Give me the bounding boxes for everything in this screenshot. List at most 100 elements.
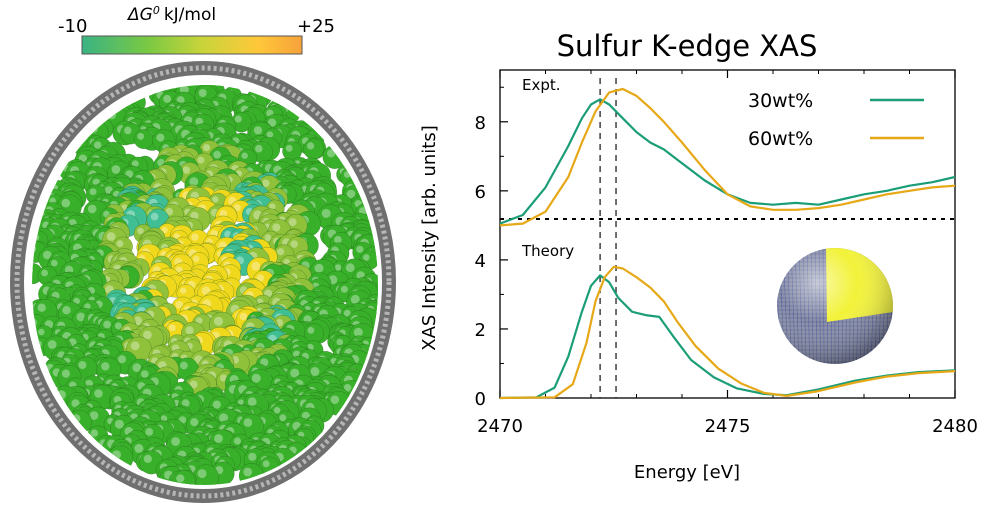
atom-highlight [131, 341, 140, 350]
atom-highlight [62, 199, 71, 208]
series-line-30wtpct-expt [500, 99, 955, 223]
atom-sphere [304, 139, 324, 159]
colorbar-symbol: ΔG [126, 5, 153, 25]
atom-highlight [90, 188, 97, 195]
atom-highlight [255, 145, 263, 153]
atom-highlight [240, 313, 248, 321]
atom-highlight [112, 165, 121, 174]
atom-highlight [346, 263, 355, 272]
atom-highlight [198, 469, 207, 478]
atom-highlight [193, 256, 200, 263]
xas-chart: Sulfur K-edge XAS Energy [eV] XAS Intens… [400, 0, 995, 506]
atom-highlight [103, 321, 111, 329]
colorbar-min-label: -10 [58, 16, 87, 37]
x-tick-label: 2470 [477, 416, 523, 437]
atom-highlight [38, 304, 46, 312]
atom-highlight [308, 327, 315, 334]
atom-highlight [289, 218, 297, 226]
atom-highlight [274, 407, 281, 414]
legend: 30wt% 60wt% [748, 90, 924, 150]
x-tick-label: 2480 [932, 416, 978, 437]
atom-highlight [315, 264, 324, 273]
atom-highlight [94, 141, 102, 149]
colorbar-superscript: 0 [153, 4, 160, 17]
xas-chart-panel: Sulfur K-edge XAS Energy [eV] XAS Intens… [400, 0, 995, 506]
annotation-expt: Expt. [522, 76, 561, 94]
colorbar [82, 36, 302, 54]
atom-highlight [78, 361, 86, 369]
atom-highlight [137, 133, 144, 140]
atom-highlight [144, 455, 152, 463]
y-tick-label: 0 [475, 389, 486, 410]
atom-highlight [214, 317, 223, 326]
atom-highlight [107, 232, 116, 241]
atom-highlight [356, 246, 363, 253]
atom-highlight [191, 233, 198, 240]
atom-highlight [322, 209, 331, 218]
atom-highlight [267, 131, 274, 138]
atom-highlight [156, 134, 164, 142]
atom-highlight [48, 340, 57, 349]
annotation-theory: Theory [521, 242, 574, 260]
atom-highlight [171, 437, 180, 446]
atom-highlight [115, 322, 122, 329]
atom-highlight [235, 116, 242, 123]
atom-highlight [234, 437, 241, 444]
atom-highlight [242, 153, 248, 159]
plot-frame [500, 70, 955, 398]
atom-highlight [252, 374, 261, 383]
atom-highlight [137, 228, 144, 235]
atom-highlight [291, 240, 298, 247]
atom-highlight [134, 444, 143, 453]
atom-highlight [310, 367, 319, 376]
atom-highlight [186, 326, 194, 334]
atom-highlight [183, 166, 191, 174]
atom-highlight [163, 95, 171, 103]
atom-highlight [254, 126, 262, 134]
atom-highlight [124, 127, 131, 134]
x-tick-label: 2475 [705, 416, 751, 437]
atom-highlight [286, 145, 293, 152]
atom-highlight [279, 414, 286, 421]
atom-highlight [101, 362, 109, 370]
atom-highlight [214, 434, 223, 443]
atom-highlight [117, 240, 124, 247]
atom-highlight [94, 389, 103, 398]
chart-title: Sulfur K-edge XAS [557, 29, 818, 63]
atom-highlight [199, 89, 207, 97]
atom-highlight [363, 254, 370, 261]
colorbar-unit: kJ/mol [164, 5, 216, 25]
atom-highlight [248, 453, 256, 461]
atom-highlight [307, 142, 314, 149]
atom-highlight [277, 248, 284, 255]
atom-highlight [180, 287, 186, 293]
y-axis-label: XAS Intensity [arb. units] [419, 125, 440, 350]
atom-highlight [197, 157, 204, 164]
atom-highlight [62, 370, 70, 378]
atom-highlight [212, 196, 218, 202]
atom-highlight [244, 418, 253, 427]
legend-label-30wt: 30wt% [748, 90, 813, 112]
x-axis-label: Energy [eV] [634, 462, 740, 483]
series-line-60wtpct-expt [500, 89, 955, 225]
atom-highlight [91, 429, 98, 436]
atom-highlight [62, 306, 70, 314]
sphere-shading [777, 248, 893, 364]
atom-highlight [151, 213, 159, 221]
atom-highlight [354, 328, 363, 337]
atom-highlight [243, 468, 252, 477]
atom-highlight [203, 144, 210, 151]
atom-highlight [251, 262, 260, 271]
atom-highlight [51, 260, 58, 267]
atom-highlight [337, 339, 344, 346]
atom-highlight [248, 397, 257, 406]
atom-highlight [145, 428, 153, 436]
atom-highlight [213, 151, 221, 159]
legend-label-60wt: 60wt% [748, 128, 813, 150]
atom-highlight [118, 355, 126, 363]
atom-highlight [41, 270, 48, 277]
cluster-figure: -10 +25 ΔG0 kJ/mol [0, 0, 400, 506]
colorbar-max-label: +25 [297, 16, 335, 37]
y-tick-label: 6 [475, 182, 486, 203]
atom-highlight [38, 329, 44, 335]
